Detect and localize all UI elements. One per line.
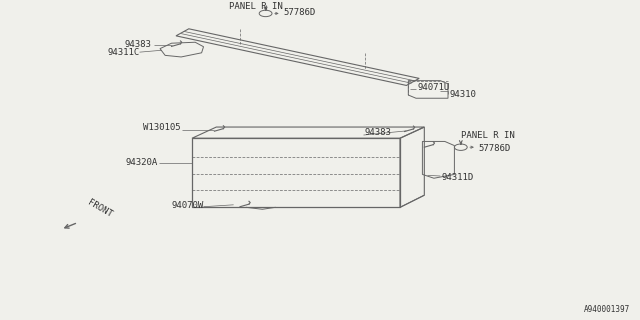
Text: 57786D: 57786D <box>479 144 511 153</box>
Text: 94070W: 94070W <box>172 201 204 210</box>
Text: 94383: 94383 <box>365 128 392 137</box>
Text: W130105: W130105 <box>143 124 180 132</box>
Text: PANEL R IN: PANEL R IN <box>229 2 283 11</box>
Text: 94311D: 94311D <box>442 173 474 182</box>
Text: FRONT: FRONT <box>86 198 114 219</box>
Text: PANEL R IN: PANEL R IN <box>461 132 515 140</box>
Text: 57786D: 57786D <box>284 8 316 17</box>
Text: 94320A: 94320A <box>126 158 158 167</box>
Text: 94310: 94310 <box>450 90 477 99</box>
Text: A940001397: A940001397 <box>584 305 630 314</box>
Text: 94383: 94383 <box>125 40 152 49</box>
Text: 94311C: 94311C <box>108 48 140 57</box>
Text: 94071U: 94071U <box>418 83 450 92</box>
